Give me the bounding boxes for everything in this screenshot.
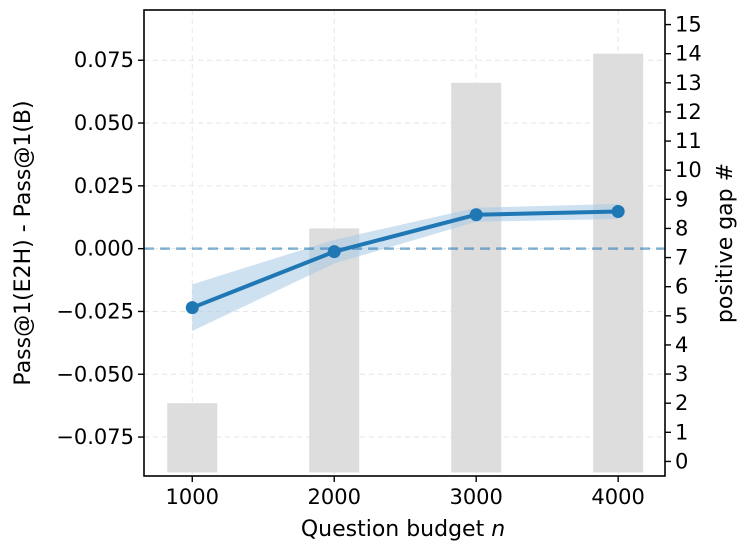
- axes: [143, 9, 666, 477]
- y-right-tick-label-0: 0: [675, 449, 688, 473]
- x-axis-label-text: Question budget: [301, 517, 485, 542]
- y-axis-label-left: Pass@1(E2H) - Pass@1(B): [11, 100, 36, 385]
- series-line: [185, 204, 625, 315]
- y-right-tick-label-11: 11: [675, 129, 702, 153]
- y-right-tick-label-14: 14: [675, 42, 702, 66]
- y-left-tick-label-1: 0.050: [74, 111, 134, 135]
- y-right-tick-label-13: 13: [675, 71, 702, 95]
- x-tick-label-1: 2000: [308, 485, 361, 509]
- y-axis-label-right: positive gap #: [713, 163, 738, 323]
- y-left-tick-label-6: −0.075: [56, 425, 134, 449]
- bar-4000: [593, 53, 644, 473]
- confidence-band: [192, 203, 619, 332]
- y-left-tick-label-2: 0.025: [74, 174, 134, 198]
- bars: [167, 53, 644, 473]
- grid: [144, 10, 665, 476]
- y-right-tick-label-9: 9: [675, 187, 688, 211]
- y-right-tick-label-5: 5: [675, 304, 688, 328]
- y-right-tick-label-2: 2: [675, 391, 688, 415]
- x-tick-label-2: 3000: [449, 485, 502, 509]
- y-right-tick-label-6: 6: [675, 275, 688, 299]
- point-4000: [611, 204, 625, 218]
- y-right-tick-label-3: 3: [675, 362, 688, 386]
- y-right-tick-label-8: 8: [675, 216, 688, 240]
- plot-frame: [143, 9, 666, 477]
- y-left-tick-label-5: −0.050: [56, 362, 134, 386]
- bar-1000: [167, 403, 218, 473]
- y-right-tick-label-7: 7: [675, 246, 688, 270]
- ticks: 1000 2000 3000 4000 0.075 0.050 0.025 0.000 −0.0…: [56, 13, 701, 509]
- bar-3000: [451, 82, 502, 473]
- y-right-tick-label-12: 12: [675, 100, 702, 124]
- y-right-tick-label-4: 4: [675, 333, 688, 357]
- series-line-path: [190, 209, 621, 310]
- y-right-tick-label-10: 10: [675, 158, 702, 182]
- point-2000: [327, 245, 341, 259]
- x-axis-label: Question budget n: [301, 517, 505, 542]
- point-1000: [185, 301, 199, 315]
- confidence-band-area: [192, 203, 619, 332]
- x-axis-label-var: n: [491, 517, 505, 542]
- x-tick-label-0: 1000: [166, 485, 219, 509]
- y-right-tick-label-1: 1: [675, 420, 688, 444]
- x-tick-label-3: 4000: [591, 485, 644, 509]
- y-left-tick-label-4: −0.025: [56, 299, 134, 323]
- y-right-tick-label-15: 15: [675, 13, 702, 37]
- y-left-tick-label-3: 0.000: [74, 237, 134, 261]
- y-left-tick-label-0: 0.075: [74, 48, 134, 72]
- point-3000: [469, 208, 483, 222]
